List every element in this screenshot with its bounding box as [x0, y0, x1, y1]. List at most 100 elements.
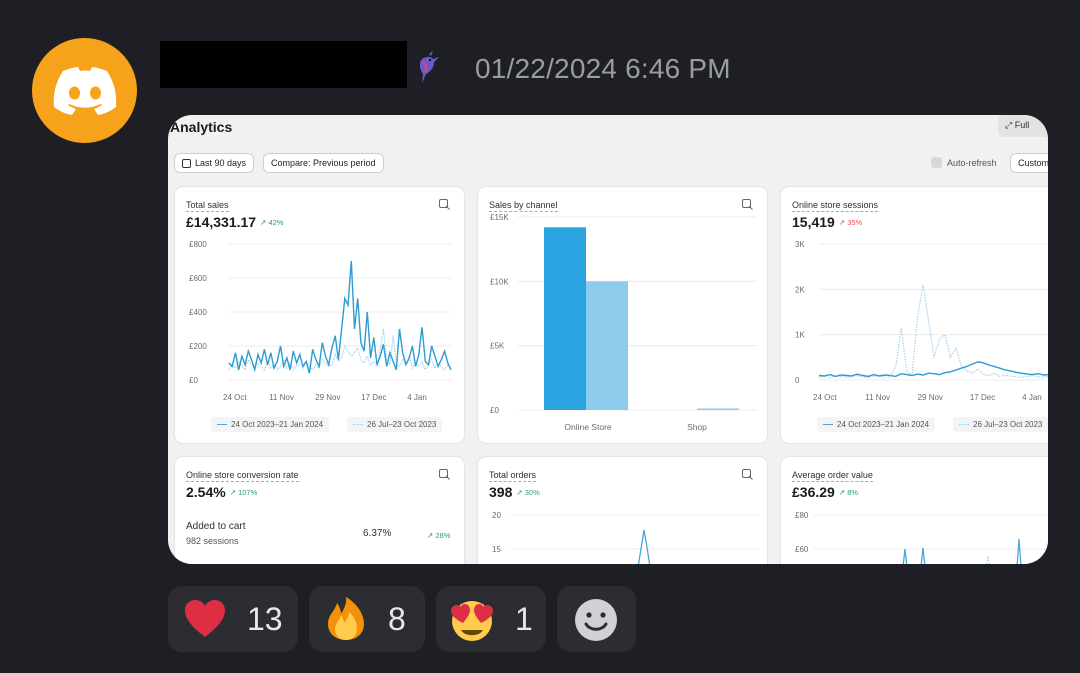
customize-button[interactable]: Custom [1010, 153, 1048, 173]
funnel-step-sessions: 982 sessions [186, 536, 239, 546]
sessions-line-chart: 3K 2K 1K 0 24 Oct 11 Nov 29 Nov 17 Dec 4 Jan [795, 240, 1048, 402]
metric-value: £36.29 [792, 484, 835, 500]
reaction-count: 1 [515, 601, 533, 637]
add-reaction-button[interactable] [557, 586, 636, 652]
card-title: Online store sessions [792, 200, 879, 212]
y-tick: £800 [189, 240, 207, 249]
x-tick: 29 Nov [918, 393, 943, 402]
reaction-fire[interactable]: 8 [309, 586, 425, 652]
date-range-button[interactable]: Last 90 days [174, 153, 255, 173]
y-tick: £5K [490, 342, 505, 351]
y-tick: 15 [492, 545, 501, 554]
message-timestamp: 01/22/2024 6:46 PM [475, 53, 731, 84]
attached-image[interactable]: Analytics ⤢ Full Last 90 days Compare: P… [168, 115, 1048, 564]
channel-bar-chart: £15K £10K £5K £0 Online Store Shop [490, 213, 757, 432]
card-total-sales[interactable]: Total sales £14,331.17 ↗ 42% £800 £600 £400… [175, 187, 464, 443]
x-tick: Shop [687, 422, 707, 432]
funnel-step-delta: ↗ 28% [427, 531, 451, 540]
legend-previous: 26 Jul–23 Oct 2023 [347, 417, 443, 432]
legend-current: 24 Oct 2023–21 Jan 2024 [817, 417, 936, 432]
y-tick: £600 [189, 274, 207, 283]
bar [697, 408, 739, 410]
heart-icon [185, 600, 225, 637]
legend-label: 26 Jul–23 Oct 2023 [367, 420, 437, 429]
hummingbird-icon [419, 51, 439, 83]
funnel-step-rate: 6.37% [363, 528, 392, 539]
card-conversion-rate[interactable]: Online store conversion rate 2.54% ↗ 107%… [175, 457, 464, 564]
avatar[interactable] [32, 38, 137, 143]
explore-icon[interactable] [439, 469, 450, 480]
delta-value: 28% [435, 531, 451, 540]
x-tick: 17 Dec [970, 393, 995, 402]
auto-refresh-label: Auto-refresh [947, 157, 997, 168]
x-tick: 11 Nov [865, 393, 890, 402]
card-title: Online store conversion rate [186, 470, 299, 482]
bar [586, 281, 628, 410]
fire-icon [328, 597, 364, 640]
explore-icon[interactable] [439, 199, 450, 210]
legend-swatch [823, 424, 833, 425]
card-title: Total sales [186, 200, 229, 212]
card-value: £14,331.17 ↗ 42% [186, 214, 283, 230]
legend-swatch [217, 424, 227, 425]
card-title: Sales by channel [489, 200, 558, 212]
delta-value: 42% [268, 218, 284, 227]
bar [544, 227, 586, 410]
delta-badge: ↗ 8% [838, 488, 859, 497]
fullscreen-label: Full [1014, 120, 1030, 130]
reaction-heart[interactable]: 13 [168, 586, 298, 652]
y-tick: 20 [492, 511, 501, 520]
x-tick: Online Store [564, 422, 612, 432]
delta-badge: ↗ 107% [229, 488, 258, 497]
delta-value: 107% [238, 488, 258, 497]
y-tick: 3K [795, 240, 805, 249]
legend-label: 24 Oct 2023–21 Jan 2024 [837, 420, 930, 429]
compare-button[interactable]: Compare: Previous period [263, 153, 384, 173]
delta-badge: ↗ 42% [260, 218, 284, 227]
legend-label: 24 Oct 2023–21 Jan 2024 [231, 420, 324, 429]
x-tick: 4 Jan [407, 393, 427, 402]
metric-value: 15,419 [792, 214, 835, 230]
y-tick: £0 [189, 376, 198, 385]
delta-value: 8% [847, 488, 859, 497]
auto-refresh-toggle[interactable]: Auto-refresh [931, 157, 997, 168]
card-sales-by-channel[interactable]: Sales by channel £15K £10K £5K £0 Online Sto… [478, 187, 767, 443]
legend-swatch [353, 424, 363, 425]
checkbox[interactable] [931, 157, 942, 168]
y-tick: £10K [490, 277, 509, 286]
calendar-icon [182, 158, 191, 168]
y-tick: £400 [189, 308, 207, 317]
delta-badge: ↗ 35% [838, 218, 863, 227]
card-total-orders[interactable]: Total orders 398 ↗ 30% 20 15 [478, 457, 767, 564]
card-value: £36.29 ↗ 8% [792, 484, 858, 500]
card-title: Average order value [792, 470, 873, 482]
fullscreen-button[interactable]: ⤢ Full [998, 115, 1048, 137]
series-line-previous [228, 328, 452, 372]
orders-line-chart [510, 514, 758, 564]
legend-current: 24 Oct 2023–21 Jan 2024 [211, 417, 330, 432]
funnel-step-label: Added to cart [186, 521, 246, 532]
metric-value: 2.54% [186, 484, 226, 500]
reaction-count: 13 [247, 601, 283, 637]
redacted-username [160, 41, 407, 88]
date-range-label: Last 90 days [195, 158, 247, 168]
explore-icon[interactable] [742, 199, 753, 210]
explore-icon[interactable] [742, 469, 753, 480]
y-tick: £200 [189, 342, 207, 351]
reaction-count: 8 [388, 601, 406, 637]
delta-value: 35% [847, 218, 863, 227]
card-average-order-value[interactable]: Average order value £36.29 ↗ 8% £80 £60 [781, 457, 1048, 564]
compare-label: Compare: Previous period [271, 158, 376, 168]
y-tick: £60 [795, 545, 809, 554]
heart-eyes-icon [451, 601, 493, 641]
sales-line-chart: £800 £600 £400 £200 £0 24 Oct 11 Nov 29 Nov 17 D… [189, 240, 452, 402]
x-tick: 11 Nov [269, 393, 294, 402]
card-sessions[interactable]: Online store sessions 15,419 ↗ 35% 3K 2K 1K… [781, 187, 1048, 443]
reaction-heart-eyes[interactable]: 1 [436, 586, 546, 652]
card-value: 398 ↗ 30% [489, 484, 540, 500]
y-tick: £0 [490, 406, 499, 415]
x-tick: 24 Oct [223, 393, 247, 402]
y-tick: 0 [795, 376, 800, 385]
y-tick: 2K [795, 285, 805, 294]
y-tick: 1K [795, 331, 805, 340]
